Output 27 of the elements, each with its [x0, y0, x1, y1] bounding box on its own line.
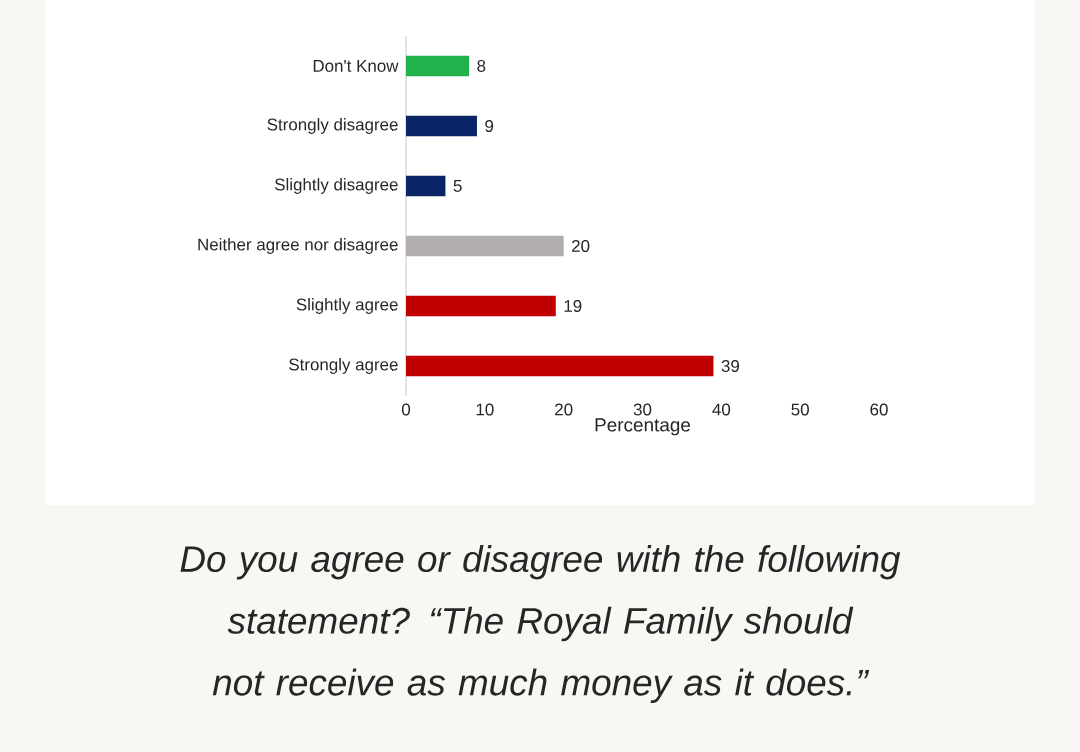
bar — [406, 355, 714, 377]
x-tick-label: 0 — [401, 403, 411, 416]
bar — [406, 55, 470, 77]
bar — [406, 175, 446, 197]
data-label: 20 — [572, 239, 590, 252]
bar — [406, 235, 564, 257]
data-label: 19 — [564, 299, 582, 312]
y-tick-label: Strongly agree — [289, 358, 398, 374]
y-tick-label: Slightly agree — [296, 298, 398, 314]
y-tick-label: Strongly disagree — [267, 118, 398, 134]
y-tick-label: Don't Know — [313, 60, 399, 72]
x-axis-title: Percentage — [595, 418, 691, 436]
bar — [406, 115, 477, 137]
data-label: 5 — [453, 180, 462, 192]
x-tick-label: 50 — [791, 403, 809, 416]
data-label: 9 — [485, 119, 494, 132]
y-tick-label: Slightly disagree — [274, 178, 398, 194]
bar — [406, 295, 556, 317]
x-tick-label: 30 — [633, 403, 652, 416]
x-tick-label: 40 — [712, 403, 731, 416]
data-label: 39 — [721, 359, 740, 372]
x-tick-label: 20 — [555, 403, 573, 416]
text: Do you agree or disagree with the following statement? “The Royal Family should not receive as much money as it does.” — [180, 545, 901, 703]
data-label: 8 — [477, 59, 486, 72]
y-tick-label: Neither agree nor disagree — [198, 238, 398, 254]
x-tick-label: 10 — [476, 403, 494, 416]
x-tick-label: 60 — [870, 403, 888, 416]
